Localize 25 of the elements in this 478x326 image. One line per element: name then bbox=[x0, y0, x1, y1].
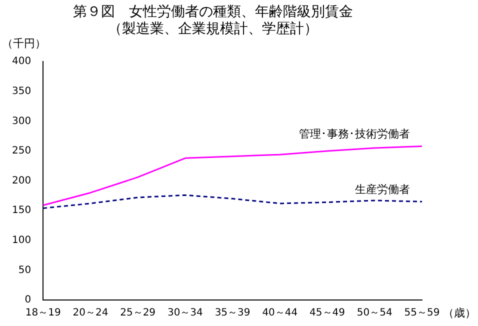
series-label: 生産労働者 bbox=[355, 183, 410, 196]
y-tick-label: 200 bbox=[12, 175, 32, 186]
y-tick-label: 400 bbox=[12, 56, 32, 68]
x-tick-label: 40～44 bbox=[262, 308, 298, 319]
x-tick-label: 45～49 bbox=[310, 308, 345, 319]
chart-subtitle: （製造業、企業規模計、学歴計） bbox=[108, 20, 318, 37]
x-tick-label: 25～29 bbox=[120, 308, 156, 319]
x-tick-label: 35～39 bbox=[214, 308, 250, 319]
x-tick-label: 30～34 bbox=[167, 308, 203, 319]
y-tick-label: 50 bbox=[18, 264, 32, 276]
line-series bbox=[42, 194, 423, 209]
y-tick-label: 0 bbox=[24, 294, 32, 306]
x-tick-label: 18～19 bbox=[25, 308, 61, 319]
series-label: 管理･事務･技術労働者 bbox=[299, 128, 410, 141]
y-tick-label: 100 bbox=[12, 234, 32, 246]
y-tick-label: 250 bbox=[12, 146, 32, 157]
x-tick-label: 20～24 bbox=[72, 308, 108, 319]
x-axis-title: （歳） bbox=[443, 306, 476, 320]
chart-title: 第９図 女性労働者の種類、年齢階級別賃金 bbox=[73, 4, 353, 20]
x-tick-label: 50～54 bbox=[356, 308, 392, 319]
y-tick-label: 350 bbox=[12, 86, 32, 97]
x-tick-label: 55～59 bbox=[404, 308, 440, 319]
y-axis-title: （千円） bbox=[2, 36, 46, 50]
y-tick-label: 300 bbox=[12, 116, 32, 127]
y-tick-label: 150 bbox=[12, 205, 32, 216]
